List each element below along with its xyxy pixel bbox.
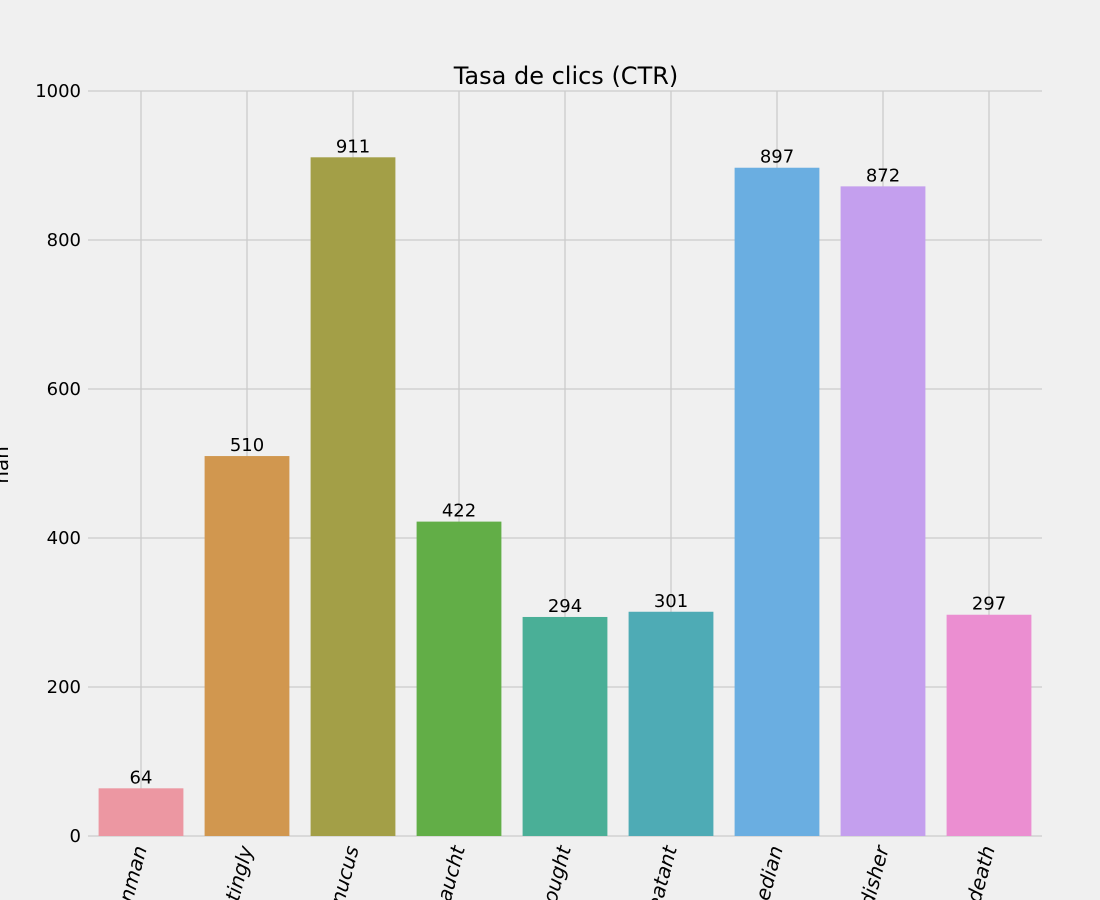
y-tick-label: 600 [47,379,81,400]
bar-disher [840,186,926,837]
y-tick-label: 1000 [35,81,81,102]
y-tick-label: 200 [47,677,81,698]
data-label: 872 [866,165,900,186]
labels-layer: 64 510 911 422 294 301 897 872 297 [130,136,1007,788]
chart-title: Tasa de clics (CTR) [453,62,679,90]
data-label: 510 [230,435,264,456]
bar-ought [522,616,608,836]
bar-aucht [416,521,502,836]
x-tick-label: nucus [325,843,364,900]
bar-tingly [204,456,290,836]
x-tick-label: aucht [432,842,470,900]
x-axis-ticks: nman tingly nucus aucht ought eatant edian dish… [114,841,1000,900]
x-tick-label: nman [114,843,152,900]
y-axis-ticks: 0 200 400 600 800 1000 [35,81,81,847]
bar-nman [98,788,184,836]
y-tick-label: 800 [47,230,81,251]
x-tick-label: tingly [220,842,258,900]
y-tick-label: 0 [70,826,81,847]
data-label: 897 [760,147,794,168]
x-tick-label: death [962,843,1000,900]
bar-death [946,614,1032,836]
data-label: 294 [548,596,582,617]
data-label: 422 [442,501,476,522]
x-tick-label: ought [538,842,577,900]
x-tick-label: eatant [642,842,682,900]
data-label: 64 [130,767,153,788]
bar-eatant [628,611,714,836]
bar-nucus [310,157,396,836]
bar-edian [734,167,820,837]
y-tick-label: 400 [47,528,81,549]
data-label: 297 [972,594,1006,615]
x-tick-label: disher [855,841,895,900]
data-label: 301 [654,591,688,612]
data-label: 911 [336,136,370,157]
y-axis-label: nan [0,446,13,484]
x-tick-label: edian [750,843,788,900]
bars-layer [98,157,1032,837]
